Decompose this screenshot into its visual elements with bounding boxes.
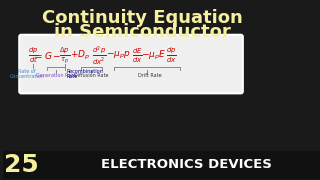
Text: $= G -$: $= G -$ bbox=[33, 50, 61, 61]
Text: ELECTRONICS DEVICES: ELECTRONICS DEVICES bbox=[101, 158, 272, 171]
Text: $\frac{dp}{dx}$: $\frac{dp}{dx}$ bbox=[166, 46, 177, 66]
Text: Continuity Equation: Continuity Equation bbox=[42, 9, 242, 27]
Bar bbox=[4, 151, 320, 179]
Text: $\frac{\Delta p}{\tau_p}$: $\frac{\Delta p}{\tau_p}$ bbox=[59, 45, 70, 66]
Text: $\frac{dp}{dt}$: $\frac{dp}{dt}$ bbox=[28, 46, 38, 66]
Text: Drift Rate: Drift Rate bbox=[138, 73, 162, 78]
Text: 25: 25 bbox=[4, 153, 39, 177]
Text: $- \mu_p p$: $- \mu_p p$ bbox=[106, 50, 131, 61]
FancyBboxPatch shape bbox=[19, 35, 243, 93]
Text: Rate of
Concentration: Rate of Concentration bbox=[10, 69, 44, 79]
Text: $+ D_p$: $+ D_p$ bbox=[70, 49, 91, 62]
Text: Generation Rate: Generation Rate bbox=[36, 73, 76, 78]
Text: $- \mu_p E$: $- \mu_p E$ bbox=[141, 49, 166, 62]
Text: in Semiconductor: in Semiconductor bbox=[53, 23, 230, 41]
Text: $\frac{dE}{dx}$: $\frac{dE}{dx}$ bbox=[132, 46, 142, 65]
Text: $\frac{d^2p}{dx^2}$: $\frac{d^2p}{dx^2}$ bbox=[92, 44, 107, 67]
Text: Recombination
Rate: Recombination Rate bbox=[67, 69, 103, 79]
Text: Diffusion Rate: Diffusion Rate bbox=[74, 73, 109, 78]
